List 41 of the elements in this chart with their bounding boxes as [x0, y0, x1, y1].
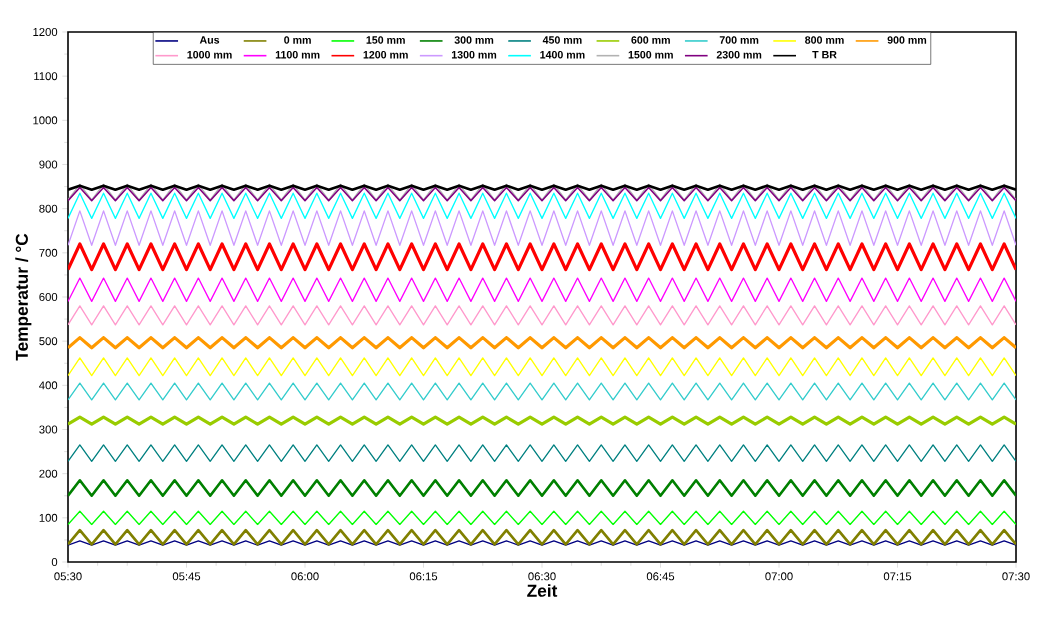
legend-label: 1300 mm: [451, 50, 497, 59]
y-tick-label: 700: [39, 248, 58, 257]
y-axis-title: Temperatur / °C: [15, 233, 32, 361]
y-tick-label: 100: [39, 513, 58, 522]
x-tick-label: 07:15: [883, 572, 912, 581]
y-tick-label: 200: [39, 469, 58, 478]
legend-label: 800 mm: [805, 36, 844, 44]
legend-label: 0 mm: [284, 36, 311, 44]
x-tick-label: 06:30: [528, 572, 556, 581]
legend-label: 150 mm: [366, 36, 405, 44]
legend-label: 700 mm: [719, 36, 759, 44]
legend-label: 1200 mm: [363, 50, 408, 59]
x-tick-label: 07:00: [765, 572, 793, 581]
x-tick-label: 07:30: [1002, 572, 1030, 581]
legend-label: 300 mm: [454, 36, 494, 44]
legend-label: 450 mm: [542, 36, 582, 44]
y-tick-label: 500: [39, 337, 58, 346]
legend-label: T BR: [812, 51, 837, 59]
y-tick-label: 0: [51, 558, 58, 566]
y-tick-label: 900: [39, 160, 58, 169]
x-axis-title: Zeit: [527, 584, 558, 597]
legend-label: 1100 mm: [275, 50, 320, 59]
x-tick-label: 05:45: [172, 572, 201, 581]
legend-label: 1400 mm: [540, 50, 585, 59]
x-tick-label: 06:45: [646, 572, 675, 581]
y-tick-label: 600: [39, 293, 58, 301]
x-tick-label: 06:15: [409, 572, 438, 581]
legend-label: 1000 mm: [187, 50, 232, 59]
x-tick-label: 06:00: [291, 572, 319, 581]
legend-label: 600 mm: [631, 36, 670, 44]
y-tick-label: 1100: [34, 72, 58, 81]
legend-label: 900 mm: [887, 36, 927, 44]
y-tick-label: 300: [39, 425, 58, 434]
y-tick-label: 1000: [33, 116, 58, 125]
legend-label: Aus: [199, 36, 220, 44]
legend-label: 2300 mm: [716, 50, 762, 59]
y-tick-label: 800: [39, 204, 58, 213]
x-tick-label: 05:30: [54, 572, 82, 581]
y-tick-label: 400: [39, 381, 58, 390]
y-tick-label: 1200: [33, 28, 58, 36]
legend-label: 1500 mm: [628, 50, 673, 59]
